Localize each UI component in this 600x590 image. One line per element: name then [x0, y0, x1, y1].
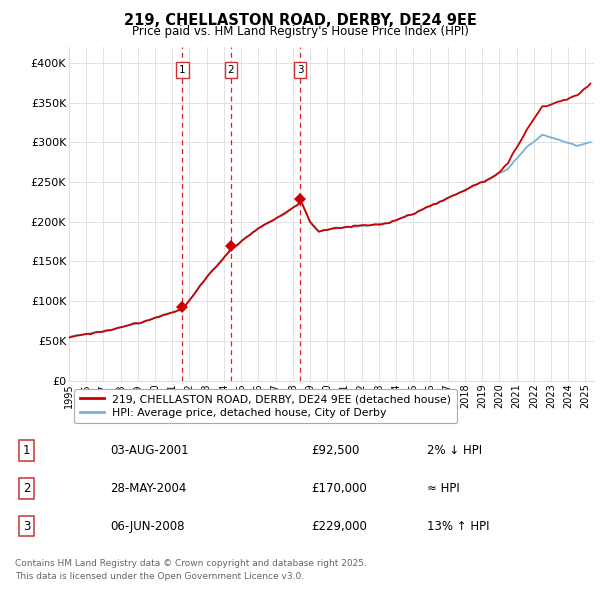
Text: 03-AUG-2001: 03-AUG-2001	[110, 444, 188, 457]
Text: 1: 1	[23, 444, 30, 457]
Text: 2% ↓ HPI: 2% ↓ HPI	[427, 444, 482, 457]
Text: 219, CHELLASTON ROAD, DERBY, DE24 9EE: 219, CHELLASTON ROAD, DERBY, DE24 9EE	[124, 13, 476, 28]
Text: This data is licensed under the Open Government Licence v3.0.: This data is licensed under the Open Gov…	[15, 572, 304, 581]
Text: 1: 1	[179, 65, 185, 75]
Text: 28-MAY-2004: 28-MAY-2004	[110, 481, 186, 495]
Text: 3: 3	[23, 520, 30, 533]
Text: ≈ HPI: ≈ HPI	[427, 481, 460, 495]
Text: £229,000: £229,000	[311, 520, 367, 533]
Legend: 219, CHELLASTON ROAD, DERBY, DE24 9EE (detached house), HPI: Average price, deta: 219, CHELLASTON ROAD, DERBY, DE24 9EE (d…	[74, 389, 457, 423]
Text: Price paid vs. HM Land Registry's House Price Index (HPI): Price paid vs. HM Land Registry's House …	[131, 25, 469, 38]
Text: Contains HM Land Registry data © Crown copyright and database right 2025.: Contains HM Land Registry data © Crown c…	[15, 559, 367, 568]
Text: 3: 3	[297, 65, 304, 75]
Text: 13% ↑ HPI: 13% ↑ HPI	[427, 520, 489, 533]
Text: 2: 2	[227, 65, 234, 75]
Text: £92,500: £92,500	[311, 444, 360, 457]
Text: £170,000: £170,000	[311, 481, 367, 495]
Text: 2: 2	[23, 481, 30, 495]
Text: 06-JUN-2008: 06-JUN-2008	[110, 520, 184, 533]
